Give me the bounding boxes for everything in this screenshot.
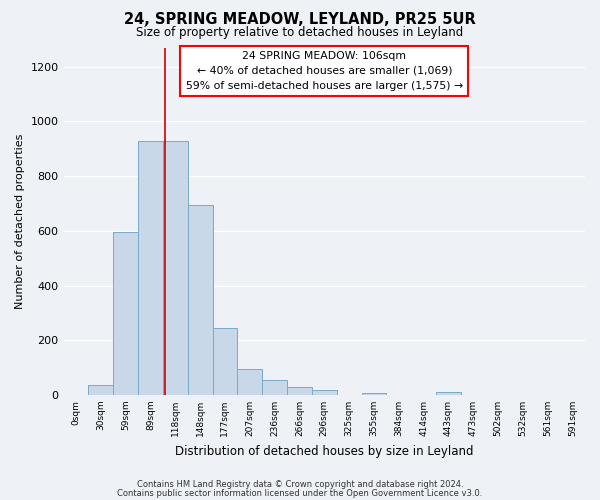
Text: Size of property relative to detached houses in Leyland: Size of property relative to detached ho…	[136, 26, 464, 39]
X-axis label: Distribution of detached houses by size in Leyland: Distribution of detached houses by size …	[175, 444, 473, 458]
Bar	[362, 392, 386, 395]
Bar	[163, 141, 188, 395]
Text: Contains HM Land Registry data © Crown copyright and database right 2024.: Contains HM Land Registry data © Crown c…	[137, 480, 463, 489]
Bar	[238, 368, 262, 395]
Bar	[113, 232, 138, 395]
Bar	[287, 386, 312, 395]
Bar	[212, 328, 238, 395]
Text: 24 SPRING MEADOW: 106sqm
← 40% of detached houses are smaller (1,069)
59% of sem: 24 SPRING MEADOW: 106sqm ← 40% of detach…	[186, 51, 463, 90]
Y-axis label: Number of detached properties: Number of detached properties	[15, 134, 25, 309]
Bar	[436, 392, 461, 395]
Bar	[262, 380, 287, 395]
Text: 24, SPRING MEADOW, LEYLAND, PR25 5UR: 24, SPRING MEADOW, LEYLAND, PR25 5UR	[124, 12, 476, 28]
Bar	[138, 140, 163, 395]
Bar	[188, 205, 212, 395]
Text: Contains public sector information licensed under the Open Government Licence v3: Contains public sector information licen…	[118, 488, 482, 498]
Bar	[88, 384, 113, 395]
Bar	[312, 390, 337, 395]
